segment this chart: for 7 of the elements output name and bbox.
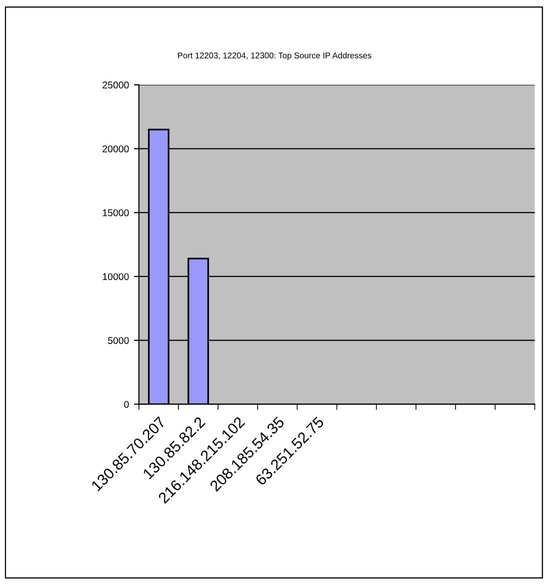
y-tick-label: 25000 <box>102 82 129 88</box>
y-tick-label: 10000 <box>102 273 129 280</box>
y-tick-label: 5000 <box>108 337 129 344</box>
y-tick-label: 15000 <box>102 209 129 216</box>
chart-title: Port 12203, 12204, 12300: Top Source IP Addresses <box>178 52 372 60</box>
y-tick-label: 0 <box>124 400 129 408</box>
y-tick-label: 20000 <box>102 145 129 152</box>
